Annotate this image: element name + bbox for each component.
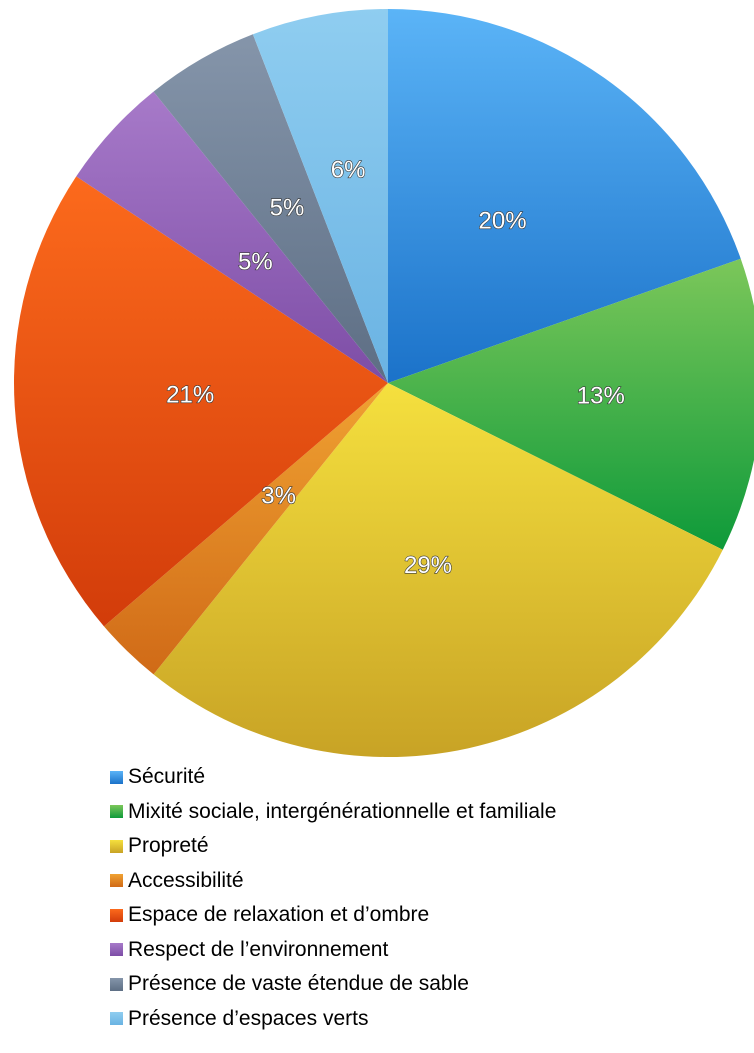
legend-label: Présence d’espaces verts <box>128 1006 369 1030</box>
slice-percent-label: 20% <box>479 208 527 235</box>
legend-label: Mixité sociale, intergénérationnelle et … <box>128 799 557 823</box>
pie-slice <box>252 9 388 383</box>
legend-label: Accessibilité <box>128 868 244 892</box>
legend-swatch <box>110 874 123 888</box>
legend-item: Mixité sociale, intergénérationnelle et … <box>110 795 556 830</box>
slice-percent-label: 29% <box>404 552 452 579</box>
slice-percent-label: 3% <box>261 482 296 509</box>
legend-item: Sécurité <box>110 760 556 795</box>
legend-swatch <box>110 770 123 784</box>
pie-slice <box>76 91 389 383</box>
chart-legend: Sécurité Mixité sociale, intergénérationn… <box>110 760 556 1036</box>
slice-percent-label: 21% <box>166 382 214 409</box>
pie-slice <box>388 9 741 383</box>
legend-label: Respect de l’environnement <box>128 937 389 961</box>
legend-item: Accessibilité <box>110 864 556 899</box>
slice-percent-label: 6% <box>331 156 366 183</box>
legend-item: Présence de vaste étendue de sable <box>110 967 556 1002</box>
legend-item: Respect de l’environnement <box>110 933 556 968</box>
legend-swatch <box>110 805 123 819</box>
legend-label: Espace de relaxation et d’ombre <box>128 903 430 927</box>
legend-label: Présence de vaste étendue de sable <box>128 972 469 996</box>
legend-swatch <box>110 977 123 991</box>
pie-slice <box>388 258 754 550</box>
pie-slices <box>14 9 754 757</box>
pie-slice <box>153 34 388 384</box>
pie-labels: 20% 13% 29% 3% 21% 5% 5% 6% <box>166 156 626 580</box>
legend-swatch <box>110 908 123 922</box>
pie-slice <box>14 176 389 627</box>
slice-percent-label: 13% <box>577 383 625 410</box>
slice-percent-label: 5% <box>238 249 273 276</box>
legend-swatch <box>110 839 123 853</box>
legend-item: Espace de relaxation et d’ombre <box>110 898 556 933</box>
slice-percent-label: 5% <box>270 195 305 222</box>
legend-item: Propreté <box>110 829 556 864</box>
legend-item: Présence d’espaces verts <box>110 1002 556 1037</box>
legend-swatch <box>110 943 123 957</box>
legend-swatch <box>110 1012 123 1026</box>
pie-slice <box>103 383 389 675</box>
legend-label: Sécurité <box>128 765 206 789</box>
legend-label: Propreté <box>128 834 209 858</box>
pie-slice <box>153 383 723 757</box>
